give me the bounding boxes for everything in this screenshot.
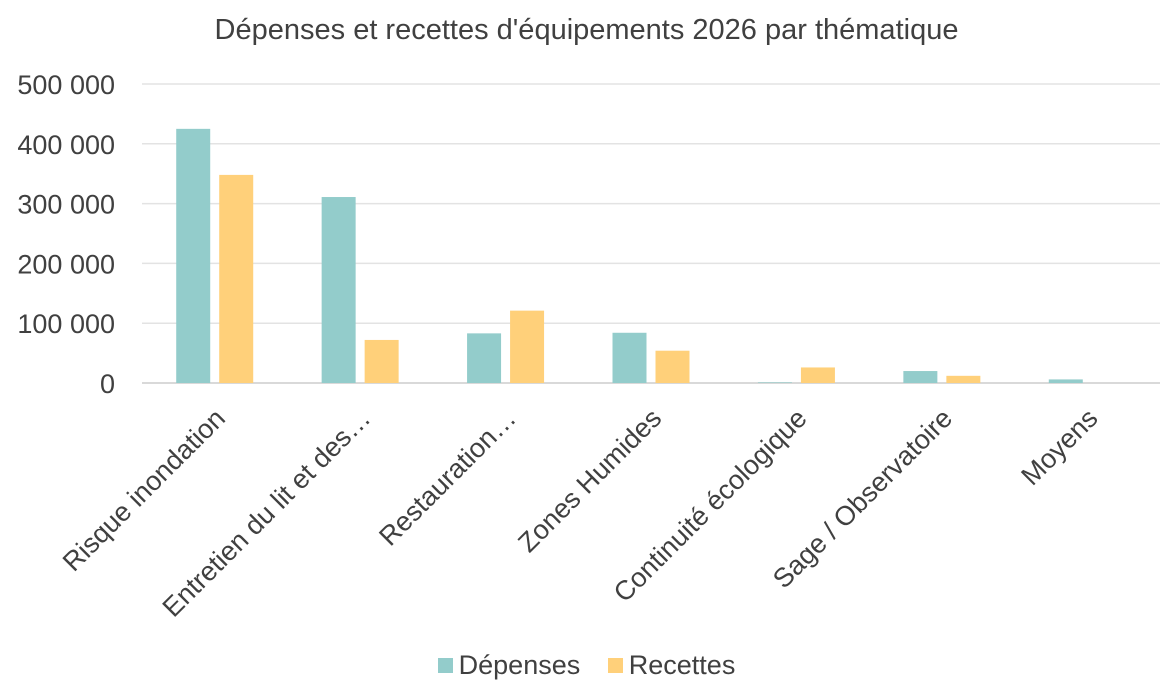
legend-label-depenses: Dépenses xyxy=(458,650,581,680)
bar-recettes xyxy=(510,310,545,383)
bar-depenses xyxy=(467,333,502,383)
bar-depenses xyxy=(612,332,647,383)
bar-recettes xyxy=(800,367,835,383)
bar-depenses xyxy=(1048,379,1083,383)
bars xyxy=(176,128,1083,383)
bar-recettes xyxy=(364,339,399,383)
bar-recettes xyxy=(946,375,981,383)
legend-swatch-recettes xyxy=(607,658,623,673)
y-tick-label: 0 xyxy=(100,369,115,399)
legend-item-recettes: Recettes xyxy=(607,650,736,680)
y-tick-label: 200 000 xyxy=(17,249,115,279)
x-category-label: Restauration… xyxy=(373,403,522,552)
gridlines xyxy=(142,83,1160,384)
bar-recettes xyxy=(655,350,690,383)
x-category-label: Moyens xyxy=(1015,403,1103,491)
legend-swatch-depenses xyxy=(437,658,453,673)
bar-depenses xyxy=(903,371,938,383)
bar-recettes xyxy=(219,174,254,383)
chart-title: Dépenses et recettes d'équipements 2026 … xyxy=(214,14,959,46)
y-tick-label: 100 000 xyxy=(17,309,115,339)
bar-depenses xyxy=(321,197,356,383)
bar-depenses xyxy=(176,128,211,383)
bar-depenses xyxy=(757,382,792,383)
y-tick-label: 400 000 xyxy=(17,130,115,160)
legend: Dépenses Recettes xyxy=(0,650,1173,680)
y-tick-label: 500 000 xyxy=(17,70,115,100)
x-category-label: Zones Humides xyxy=(512,403,667,558)
y-axis-ticks: 0 100 000 200 000 300 000 400 000 500 000 xyxy=(17,70,115,399)
x-category-label: Risque inondation xyxy=(57,403,231,577)
legend-item-depenses: Dépenses xyxy=(437,650,581,680)
y-tick-label: 300 000 xyxy=(17,190,115,220)
legend-label-recettes: Recettes xyxy=(628,650,736,680)
